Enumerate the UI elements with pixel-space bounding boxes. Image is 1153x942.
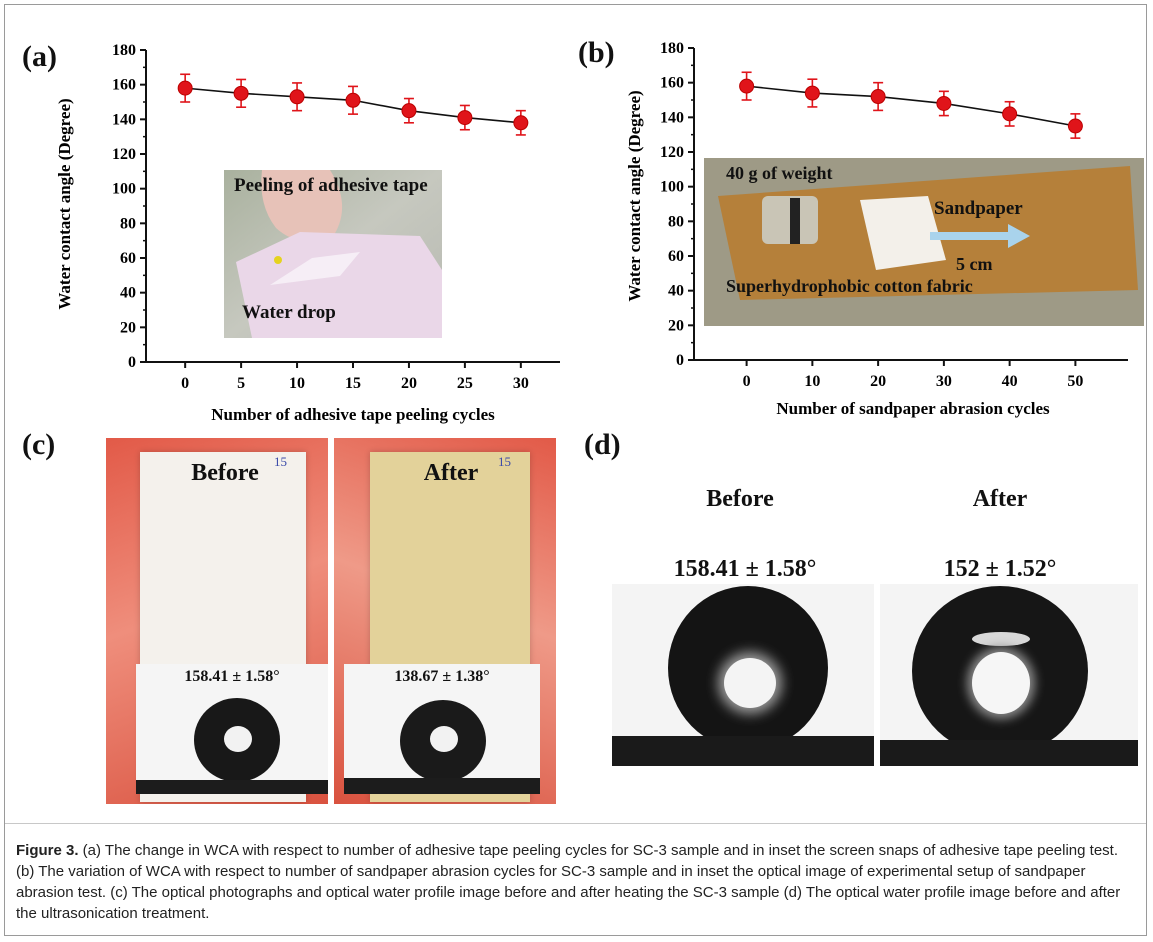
angle-before-d: 158.41 ± 1.58°: [673, 556, 817, 582]
y-tick-label: 0: [128, 354, 136, 371]
chart-b: 40 g of weight Sandpaper 5 cm Superhydro…: [625, 40, 1144, 418]
inset-label-weight: 40 g of weight: [726, 163, 833, 183]
x-tick-label: 25: [457, 375, 473, 392]
panel-label-b: (b): [578, 36, 615, 69]
x-tick-label: 50: [1067, 373, 1083, 390]
series-line: [746, 85, 1076, 127]
angle-after-c: 138.67 ± 1.38°: [394, 668, 490, 685]
inset-label-5cm: 5 cm: [956, 254, 992, 274]
y-tick-label: 160: [660, 75, 684, 92]
y-tick-label: 60: [120, 250, 136, 267]
data-point: [1067, 118, 1083, 134]
x-tick-label: 10: [289, 375, 305, 392]
x-tick-label: 30: [936, 373, 952, 390]
x-tick-label: 40: [1002, 373, 1018, 390]
inset-label-water-drop: Water drop: [242, 302, 336, 323]
y-tick-label: 80: [120, 215, 136, 232]
caption-divider: [5, 823, 1146, 824]
inset-photo-sandpaper: [704, 158, 1144, 326]
data-point: [870, 89, 886, 105]
inset-photo-peeling: [224, 170, 442, 338]
y-tick-label: 100: [660, 179, 684, 196]
data-point: [936, 95, 952, 111]
caption-label: Figure 3.: [16, 842, 79, 859]
panel-label-d: (d): [584, 428, 621, 461]
x-tick-label: 20: [870, 373, 886, 390]
drop-image-after-d: [880, 584, 1138, 766]
chart-a: Peeling of adhesive tape Water drop 0 20 4…: [55, 42, 560, 424]
x-tick-label: 0: [181, 375, 189, 392]
x-tick-label: 15: [345, 375, 361, 392]
y-tick-label: 120: [660, 144, 684, 161]
data-point: [401, 103, 417, 119]
x-tick-label: 0: [743, 373, 751, 390]
y-tick-label: 180: [112, 42, 136, 59]
x-tick-label: 20: [401, 375, 417, 392]
data-point: [177, 80, 193, 96]
inset-label-cotton-fabric: Superhydrophobic cotton fabric: [726, 276, 973, 296]
data-point: [233, 85, 249, 101]
y-tick-label: 120: [112, 146, 136, 163]
x-tick-label: 10: [804, 373, 820, 390]
data-point: [345, 92, 361, 108]
y-tick-label: 20: [668, 317, 684, 334]
axes-b: 0 20 40 60 80 100 120 140 160 180 0 10 20 30 40 50: [660, 40, 1128, 390]
y-tick-label: 80: [668, 213, 684, 230]
x-tick-label: 30: [513, 375, 529, 392]
x-tick-label: 5: [237, 375, 245, 392]
y-tick-label: 0: [676, 352, 684, 369]
before-label-c: Before: [191, 460, 259, 486]
panel-label-a: (a): [22, 40, 57, 73]
y-tick-label: 180: [660, 40, 684, 57]
fabric-before-tag: 15: [274, 454, 287, 469]
drop-image-before-d: [612, 584, 874, 766]
drop-image-before-c: 158.41 ± 1.58°: [136, 664, 328, 794]
after-label-d: After: [972, 486, 1028, 512]
y-tick-label: 100: [112, 181, 136, 198]
y-tick-label: 40: [120, 285, 136, 302]
y-axis-title-b: Water contact angle (Degree): [625, 90, 644, 301]
y-axis-title-a: Water contact angle (Degree): [55, 98, 74, 309]
data-point: [513, 115, 529, 131]
after-label-c: After: [423, 460, 479, 486]
panel-label-c: (c): [22, 428, 56, 461]
before-label-d: Before: [706, 486, 774, 512]
y-tick-label: 40: [668, 283, 684, 300]
figure-caption: Figure 3. (a) The change in WCA with res…: [16, 840, 1136, 924]
fabric-after-tag: 15: [498, 454, 511, 469]
inset-label-sandpaper: Sandpaper: [934, 198, 1023, 219]
y-tick-label: 140: [660, 109, 684, 126]
data-point: [739, 78, 755, 94]
angle-before-c: 158.41 ± 1.58°: [184, 668, 280, 685]
photo-after-heating: 15 After 138.67 ± 1.38°: [334, 438, 556, 804]
inset-label-peeling: Peeling of adhesive tape: [234, 175, 428, 196]
caption-text: (a) The change in WCA with respect to nu…: [16, 842, 1121, 922]
x-axis-title-a: Number of adhesive tape peeling cycles: [211, 405, 495, 424]
data-point: [1002, 106, 1018, 122]
angle-after-d: 152 ± 1.52°: [943, 556, 1057, 582]
axes-a: 0 20 40 60 80 100 120 140 160 180 0 5 10 15 20 25 30: [112, 42, 560, 392]
y-tick-label: 160: [112, 77, 136, 94]
drop-image-after-c: 138.67 ± 1.38°: [344, 664, 540, 794]
y-tick-label: 20: [120, 319, 136, 336]
data-point: [804, 85, 820, 101]
figure-frame: [4, 4, 1147, 936]
x-axis-title-b: Number of sandpaper abrasion cycles: [776, 399, 1050, 418]
y-tick-label: 60: [668, 248, 684, 265]
photo-before-heating: 15 Before 158.41 ± 1.58°: [106, 438, 328, 804]
data-point: [457, 110, 473, 126]
y-tick-label: 140: [112, 111, 136, 128]
data-point: [289, 89, 305, 105]
